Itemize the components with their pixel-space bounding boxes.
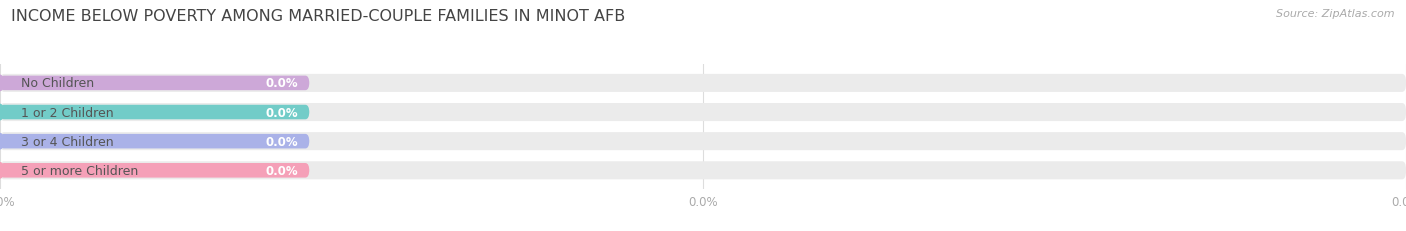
Text: 0.0%: 0.0% xyxy=(266,77,298,90)
Text: 1 or 2 Children: 1 or 2 Children xyxy=(21,106,114,119)
Text: 0.0%: 0.0% xyxy=(266,106,298,119)
Text: INCOME BELOW POVERTY AMONG MARRIED-COUPLE FAMILIES IN MINOT AFB: INCOME BELOW POVERTY AMONG MARRIED-COUPL… xyxy=(11,9,626,24)
Circle shape xyxy=(0,105,4,120)
FancyBboxPatch shape xyxy=(0,133,1406,151)
FancyBboxPatch shape xyxy=(0,134,309,149)
FancyBboxPatch shape xyxy=(0,163,309,178)
Circle shape xyxy=(0,134,4,149)
Circle shape xyxy=(0,76,4,91)
Text: 0.0%: 0.0% xyxy=(266,135,298,148)
Text: 5 or more Children: 5 or more Children xyxy=(21,164,138,177)
Text: 3 or 4 Children: 3 or 4 Children xyxy=(21,135,114,148)
Text: 0.0%: 0.0% xyxy=(266,164,298,177)
FancyBboxPatch shape xyxy=(0,76,309,91)
Circle shape xyxy=(0,163,4,178)
FancyBboxPatch shape xyxy=(0,103,1406,122)
FancyBboxPatch shape xyxy=(0,75,1406,93)
FancyBboxPatch shape xyxy=(0,161,1406,179)
Text: No Children: No Children xyxy=(21,77,94,90)
FancyBboxPatch shape xyxy=(0,105,309,120)
Text: Source: ZipAtlas.com: Source: ZipAtlas.com xyxy=(1277,9,1395,19)
